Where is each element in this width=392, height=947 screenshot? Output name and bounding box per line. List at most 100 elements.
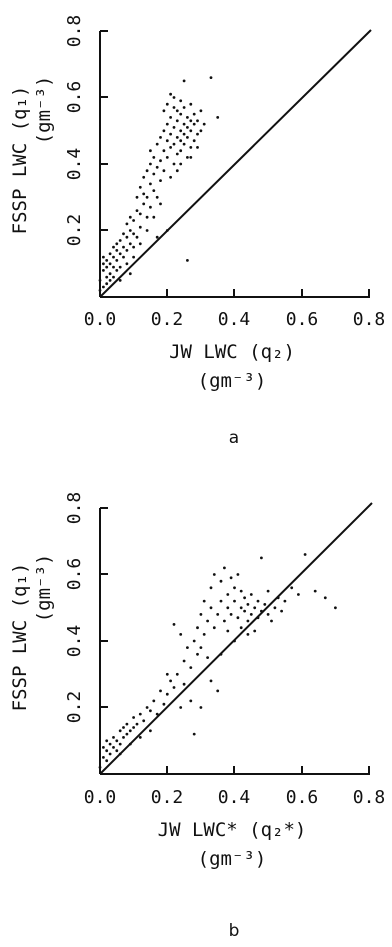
data-point-b-39	[189, 666, 193, 669]
data-point-a-75	[172, 162, 176, 166]
data-point-a-38	[135, 235, 139, 239]
data-point-b-61	[226, 593, 230, 596]
data-point-b-3	[105, 759, 109, 763]
x-tick-label-a-1: 0.2	[151, 309, 184, 330]
data-point-a-10	[108, 279, 112, 282]
data-point-a-43	[138, 185, 142, 189]
y-tick-label-a-2: 0.6	[64, 81, 85, 114]
y-ticks-marks-b	[100, 507, 108, 708]
data-point-a-76	[172, 142, 176, 146]
data-point-b-27	[155, 712, 159, 716]
data-point-a-123	[152, 215, 156, 219]
data-point-b-57	[219, 579, 223, 583]
data-point-a-70	[165, 102, 169, 106]
x-tick-label-b-3: 0.6	[286, 787, 319, 808]
data-point-a-22	[118, 265, 122, 269]
data-point-b-62	[229, 613, 233, 616]
data-point-b-94	[323, 596, 327, 600]
data-point-b-72	[246, 619, 250, 623]
data-point-a-49	[145, 169, 149, 173]
data-point-b-101	[138, 736, 142, 739]
data-point-a-67	[165, 156, 169, 159]
data-point-b-8	[112, 746, 115, 749]
data-point-a-65	[162, 129, 166, 133]
data-point-b-37	[182, 659, 186, 663]
data-point-b-83	[266, 613, 270, 616]
data-point-b-78	[256, 599, 260, 603]
x-axis-title-b: JW LWC* (q₂*)	[158, 819, 307, 841]
data-point-a-77	[172, 126, 176, 129]
y-ticks-marks-a	[100, 30, 108, 231]
x-tick-label-a-4: 0.8	[353, 309, 386, 330]
data-point-b-58	[223, 619, 226, 623]
data-point-b-28	[159, 689, 162, 693]
y-axis-unit-a: (gm⁻³)	[33, 76, 55, 145]
data-point-b-90	[290, 586, 294, 590]
data-point-a-68	[165, 139, 169, 143]
data-point-b-70	[243, 609, 247, 613]
data-point-b-51	[209, 586, 213, 590]
data-point-a-44	[142, 202, 146, 206]
y-tick-label-b-1: 0.4	[64, 625, 85, 658]
data-point-b-11	[115, 739, 119, 743]
data-point-b-73	[246, 603, 250, 606]
scatter-panel-b: 0.0 0.2 0.4 0.6 0.8 0.2 0.4 0.6 0.8 FSSP…	[9, 492, 385, 941]
data-point-b-96	[165, 672, 169, 676]
y-axis-title-a: FSSP LWC (q₁)	[9, 86, 31, 235]
x-ticks-marks-a	[166, 289, 370, 297]
x-axis-unit-b: (gm⁻³)	[198, 848, 267, 870]
data-point-b-47	[202, 599, 206, 603]
data-point-a-69	[165, 122, 169, 126]
data-point-a-32	[128, 242, 132, 246]
data-point-a-94	[186, 156, 189, 159]
x-tick-label-a-0: 0.0	[84, 309, 117, 330]
data-point-b-15	[122, 726, 125, 729]
data-point-a-89	[182, 142, 186, 146]
data-point-b-104	[209, 679, 213, 683]
data-point-a-45	[142, 192, 146, 196]
data-point-b-41	[192, 732, 196, 736]
data-point-a-19	[115, 259, 119, 262]
data-point-a-56	[152, 156, 156, 159]
data-point-b-45	[199, 613, 203, 616]
data-point-b-109	[239, 626, 243, 630]
data-point-a-17	[112, 245, 115, 249]
data-point-a-82	[175, 119, 179, 123]
y-tick-label-a-3: 0.8	[64, 15, 85, 48]
data-point-a-14	[112, 275, 115, 279]
x-tick-label-b-1: 0.2	[151, 787, 184, 808]
y-axis-unit-b: (gm⁻³)	[33, 554, 55, 623]
data-point-b-2	[102, 746, 105, 749]
data-point-a-55	[152, 172, 156, 176]
data-point-a-24	[118, 239, 122, 242]
data-point-b-82	[263, 603, 267, 606]
data-point-a-30	[125, 235, 129, 239]
data-point-b-84	[266, 589, 270, 593]
data-point-b-20	[132, 716, 136, 719]
data-point-a-47	[145, 215, 149, 219]
data-point-a-36	[132, 232, 136, 236]
data-point-a-98	[189, 146, 193, 149]
data-point-a-61	[159, 159, 162, 163]
data-point-a-101	[189, 102, 193, 106]
data-point-a-111	[216, 116, 220, 119]
data-point-b-19	[132, 726, 136, 729]
data-point-a-51	[149, 182, 152, 186]
data-point-a-74	[169, 92, 173, 96]
data-point-a-35	[132, 245, 136, 249]
data-point-a-124	[179, 162, 183, 166]
data-point-a-12	[108, 262, 112, 266]
data-point-b-99	[199, 706, 203, 709]
data-point-a-126	[196, 146, 199, 149]
data-point-a-93	[182, 79, 186, 83]
data-point-a-5	[102, 255, 105, 259]
data-point-a-7	[105, 275, 109, 279]
data-point-a-37	[132, 219, 136, 222]
data-point-b-13	[118, 729, 122, 733]
data-point-a-108	[199, 109, 203, 113]
data-point-a-117	[132, 255, 136, 259]
y-tick-label-b-2: 0.6	[64, 558, 85, 591]
data-point-a-29	[125, 249, 129, 252]
data-point-b-55	[216, 689, 220, 693]
data-point-a-112	[186, 259, 189, 262]
